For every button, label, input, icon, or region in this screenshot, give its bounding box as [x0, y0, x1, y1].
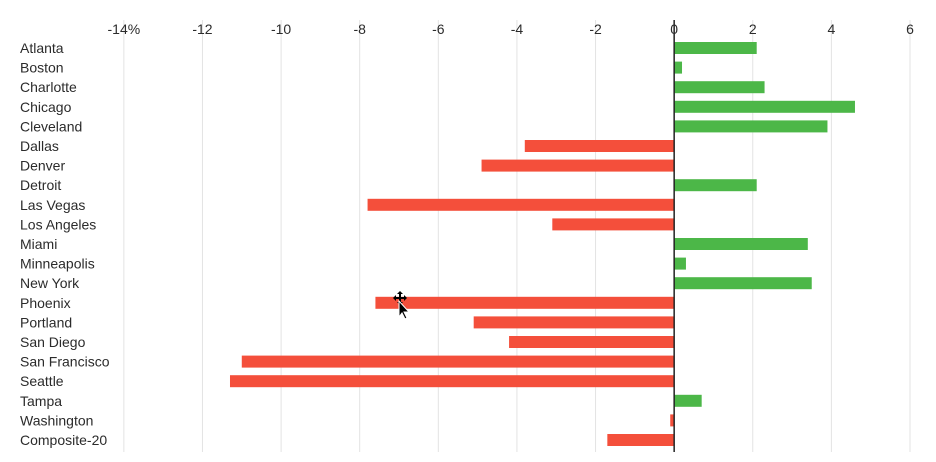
category-label: Washington — [20, 412, 93, 428]
category-label: Seattle — [20, 373, 64, 389]
category-label: Las Vegas — [20, 197, 85, 213]
x-tick-label: 4 — [827, 21, 835, 37]
bar — [607, 434, 675, 446]
bar — [552, 218, 675, 231]
x-tick-label: -14% — [108, 21, 141, 37]
x-tick-label: 2 — [749, 21, 757, 37]
bar — [674, 81, 765, 94]
x-tick-label: 0 — [670, 21, 678, 37]
category-label: Composite-20 — [20, 432, 107, 448]
bar — [670, 414, 675, 427]
category-label: New York — [20, 275, 80, 291]
bar — [241, 355, 675, 368]
category-label: Los Angeles — [20, 216, 96, 232]
category-label: San Francisco — [20, 354, 110, 370]
x-tick-label: -8 — [353, 21, 366, 37]
bar — [674, 257, 686, 270]
x-tick-label: -2 — [589, 21, 602, 37]
bar — [674, 238, 808, 250]
category-label: Dallas — [20, 138, 59, 154]
x-tick-label: 6 — [906, 21, 914, 37]
bar — [674, 277, 812, 290]
bar — [367, 198, 675, 211]
x-tick-label: -10 — [271, 21, 291, 37]
x-tick-label: -6 — [432, 21, 445, 37]
bar — [375, 296, 675, 309]
category-label: Minneapolis — [20, 256, 95, 272]
category-label: San Diego — [20, 334, 86, 350]
bar — [674, 61, 683, 74]
grid-lines — [123, 20, 911, 452]
category-label: Cleveland — [20, 118, 82, 134]
category-label: Charlotte — [20, 79, 77, 95]
labels: -14% -12 -10 -8 -6 -4 -2 0 2 4 6 Atlanta Boston Charl… — [20, 21, 914, 448]
category-label: Portland — [20, 314, 72, 330]
x-tick-label: -4 — [511, 21, 524, 37]
category-label: Atlanta — [20, 40, 64, 56]
category-label: Detroit — [20, 177, 61, 193]
bar — [674, 394, 702, 407]
bar — [229, 375, 675, 388]
bar — [674, 120, 828, 133]
category-label: Chicago — [20, 99, 72, 115]
x-tick-label: -12 — [192, 21, 212, 37]
category-label: Phoenix — [20, 295, 71, 311]
bar — [524, 140, 675, 152]
category-label: Denver — [20, 158, 65, 174]
bars — [229, 42, 855, 446]
bar — [674, 42, 757, 54]
bar — [674, 179, 757, 192]
bar — [509, 336, 675, 348]
bar — [674, 100, 855, 113]
category-label: Miami — [20, 236, 57, 252]
bar — [481, 159, 675, 172]
bar — [473, 316, 675, 329]
category-label: Boston — [20, 60, 64, 76]
category-label: Tampa — [20, 393, 62, 409]
